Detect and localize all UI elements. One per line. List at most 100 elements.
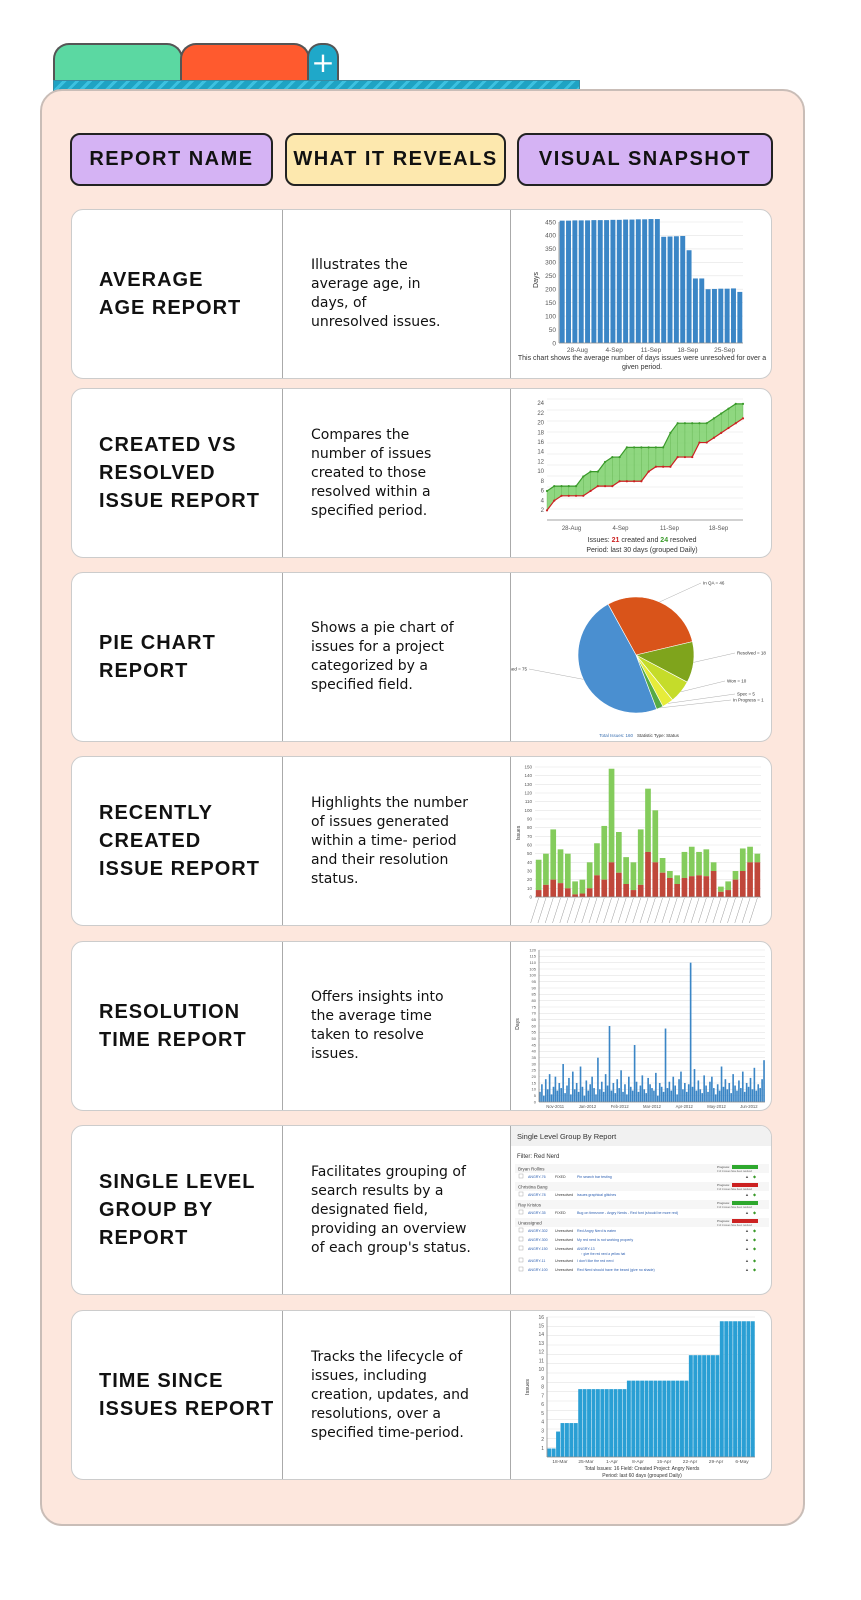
y-tick-label: 25 [532,1068,537,1073]
bar-unresolved [718,886,724,892]
bar [746,1321,751,1457]
y-tick-label: 0 [552,340,556,347]
bar [731,288,736,343]
bar [628,1076,630,1102]
report-row: PIE CHART REPORT Shows a pie chart of is… [71,572,772,742]
bar [558,1083,561,1102]
bar [600,1389,605,1457]
snapshot-single-level-group: Single Level Group By Report Filter: Red … [511,1126,771,1294]
x-tick-mark [603,897,612,924]
created-point [712,417,716,420]
bar [712,1088,715,1102]
bar [631,1090,634,1102]
bar [566,1085,568,1102]
bar [747,1086,750,1102]
bar [575,1083,578,1102]
bar [660,1086,663,1102]
report-row: RESOLUTION TIME REPORT Offers insights i… [71,941,772,1111]
bar [649,1084,651,1102]
bar [623,219,629,343]
bar [733,1321,738,1457]
report-description: Illustrates the average age, in days, of… [311,257,441,330]
bar-unresolved [543,853,549,885]
bar-resolved [747,862,753,897]
x-tick-label: Mar-2012 [643,1104,662,1109]
x-tick-label: 15-Apr [657,1459,672,1465]
y-tick-label: 20 [537,421,544,427]
y-tick-label: 30 [527,869,533,874]
created-point [654,446,657,449]
bar [581,1086,584,1102]
y-tick-label: 105 [529,966,536,971]
bar-unresolved [550,829,557,880]
x-tick-mark [537,897,547,924]
issue-key: ANGRY-150 [528,1247,548,1251]
x-tick-mark [741,897,751,924]
bar [612,1083,615,1102]
issue-key: ANGRY-11 [528,1259,545,1263]
browser-tab-1[interactable] [53,43,183,85]
group-name: Unassigned [518,1221,542,1226]
report-title-bar [511,1126,771,1146]
bar [741,1321,746,1457]
x-tick-mark [712,897,722,924]
bar [554,1076,557,1102]
bar [687,1084,690,1102]
header-visual-snapshot: VISUAL SNAPSHOT [517,133,773,186]
y-tick-label: 0 [529,895,532,900]
bar [637,1091,640,1102]
browser-tab-2[interactable] [180,43,310,85]
bar-resolved [550,879,557,897]
bar [600,1081,603,1102]
bar [568,1077,570,1102]
resolved-point [567,494,570,497]
bar [635,1380,640,1457]
resolved-point [582,494,585,497]
slice-label: In Progress = 1 [733,698,764,703]
bar [699,1089,702,1102]
y-tick-label: 7 [541,1393,544,1399]
bar [560,1423,565,1457]
bar [749,1077,752,1102]
y-tick-label: 0 [534,1099,537,1104]
progress-bar [732,1201,758,1205]
x-tick-label: 18-Sep [677,347,698,354]
bar [724,1321,729,1457]
y-tick-label: 9 [541,1376,544,1382]
y-tick-label: 100 [545,313,556,320]
add-tab-button[interactable]: + [307,43,339,83]
bar [633,1045,636,1102]
bar [728,1321,733,1457]
bar [705,289,711,343]
y-tick-label: 55 [532,1030,537,1035]
y-tick-label: 22 [537,411,544,417]
issue-summary: I don't like the red nerd [577,1259,613,1263]
progress-bar [732,1219,758,1223]
bar [595,1094,597,1102]
progress-note: 0 of 1 issues have been resolved [717,1188,753,1191]
created-point [567,485,570,488]
y-tick-label: 35 [532,1055,537,1060]
bar [662,1380,667,1457]
bar [674,1085,676,1102]
bar [711,1076,713,1102]
x-tick-label: 6-May [735,1459,749,1465]
x-tick-label: Nov-2011 [546,1104,565,1109]
bar [597,1057,599,1102]
x-tick-mark [581,897,590,924]
row-checkbox-icon [518,1191,524,1197]
resolved-point [574,494,578,497]
slice-label: Closed = 75 [511,667,527,672]
bar [613,1389,618,1457]
bar [736,1090,738,1102]
bar [591,1389,596,1457]
bar-resolved [601,879,608,897]
progress-label: Progress: [717,1219,730,1223]
report-row: SINGLE LEVEL GROUP BY REPORT Facilitates… [71,1125,772,1295]
bar [715,1355,720,1457]
slice-leader [693,652,736,663]
bar [578,220,584,343]
bar-resolved [659,872,666,897]
bar [577,1091,580,1102]
created-point [574,485,578,488]
